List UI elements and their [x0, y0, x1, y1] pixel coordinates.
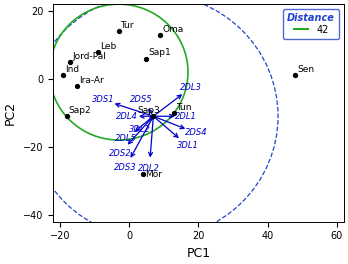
Text: Mor: Mor: [145, 170, 162, 179]
Text: 2DL5: 2DL5: [115, 134, 137, 143]
Y-axis label: PC2: PC2: [4, 101, 17, 125]
Text: 3DS1: 3DS1: [92, 96, 115, 105]
Text: Sen: Sen: [297, 65, 314, 74]
Text: Tun: Tun: [176, 103, 191, 112]
Text: Ind: Ind: [65, 65, 79, 74]
Text: 2DS3: 2DS3: [114, 163, 136, 172]
Text: 2DL2: 2DL2: [138, 164, 160, 173]
Text: Ira-Ar: Ira-Ar: [79, 76, 104, 85]
Text: 3DL1: 3DL1: [177, 141, 198, 150]
Text: Leb: Leb: [100, 42, 116, 51]
Text: Tur: Tur: [120, 21, 134, 30]
Text: Sap3: Sap3: [138, 106, 160, 115]
Text: 2DS5: 2DS5: [130, 95, 153, 103]
Text: 3DL2: 3DL2: [129, 125, 151, 134]
Text: Jord-Pal: Jord-Pal: [72, 52, 106, 61]
Text: Oma: Oma: [162, 25, 183, 34]
Text: 2DS4: 2DS4: [185, 129, 207, 138]
Legend: 42: 42: [283, 9, 339, 39]
Text: 2DL4: 2DL4: [117, 112, 139, 121]
X-axis label: PC1: PC1: [186, 247, 211, 260]
Text: 2DL1: 2DL1: [175, 112, 197, 121]
Text: Sap1: Sap1: [148, 49, 171, 58]
Text: Sap2: Sap2: [69, 106, 91, 115]
Text: 2DL3: 2DL3: [180, 83, 202, 92]
Text: 2DS2: 2DS2: [109, 149, 131, 158]
